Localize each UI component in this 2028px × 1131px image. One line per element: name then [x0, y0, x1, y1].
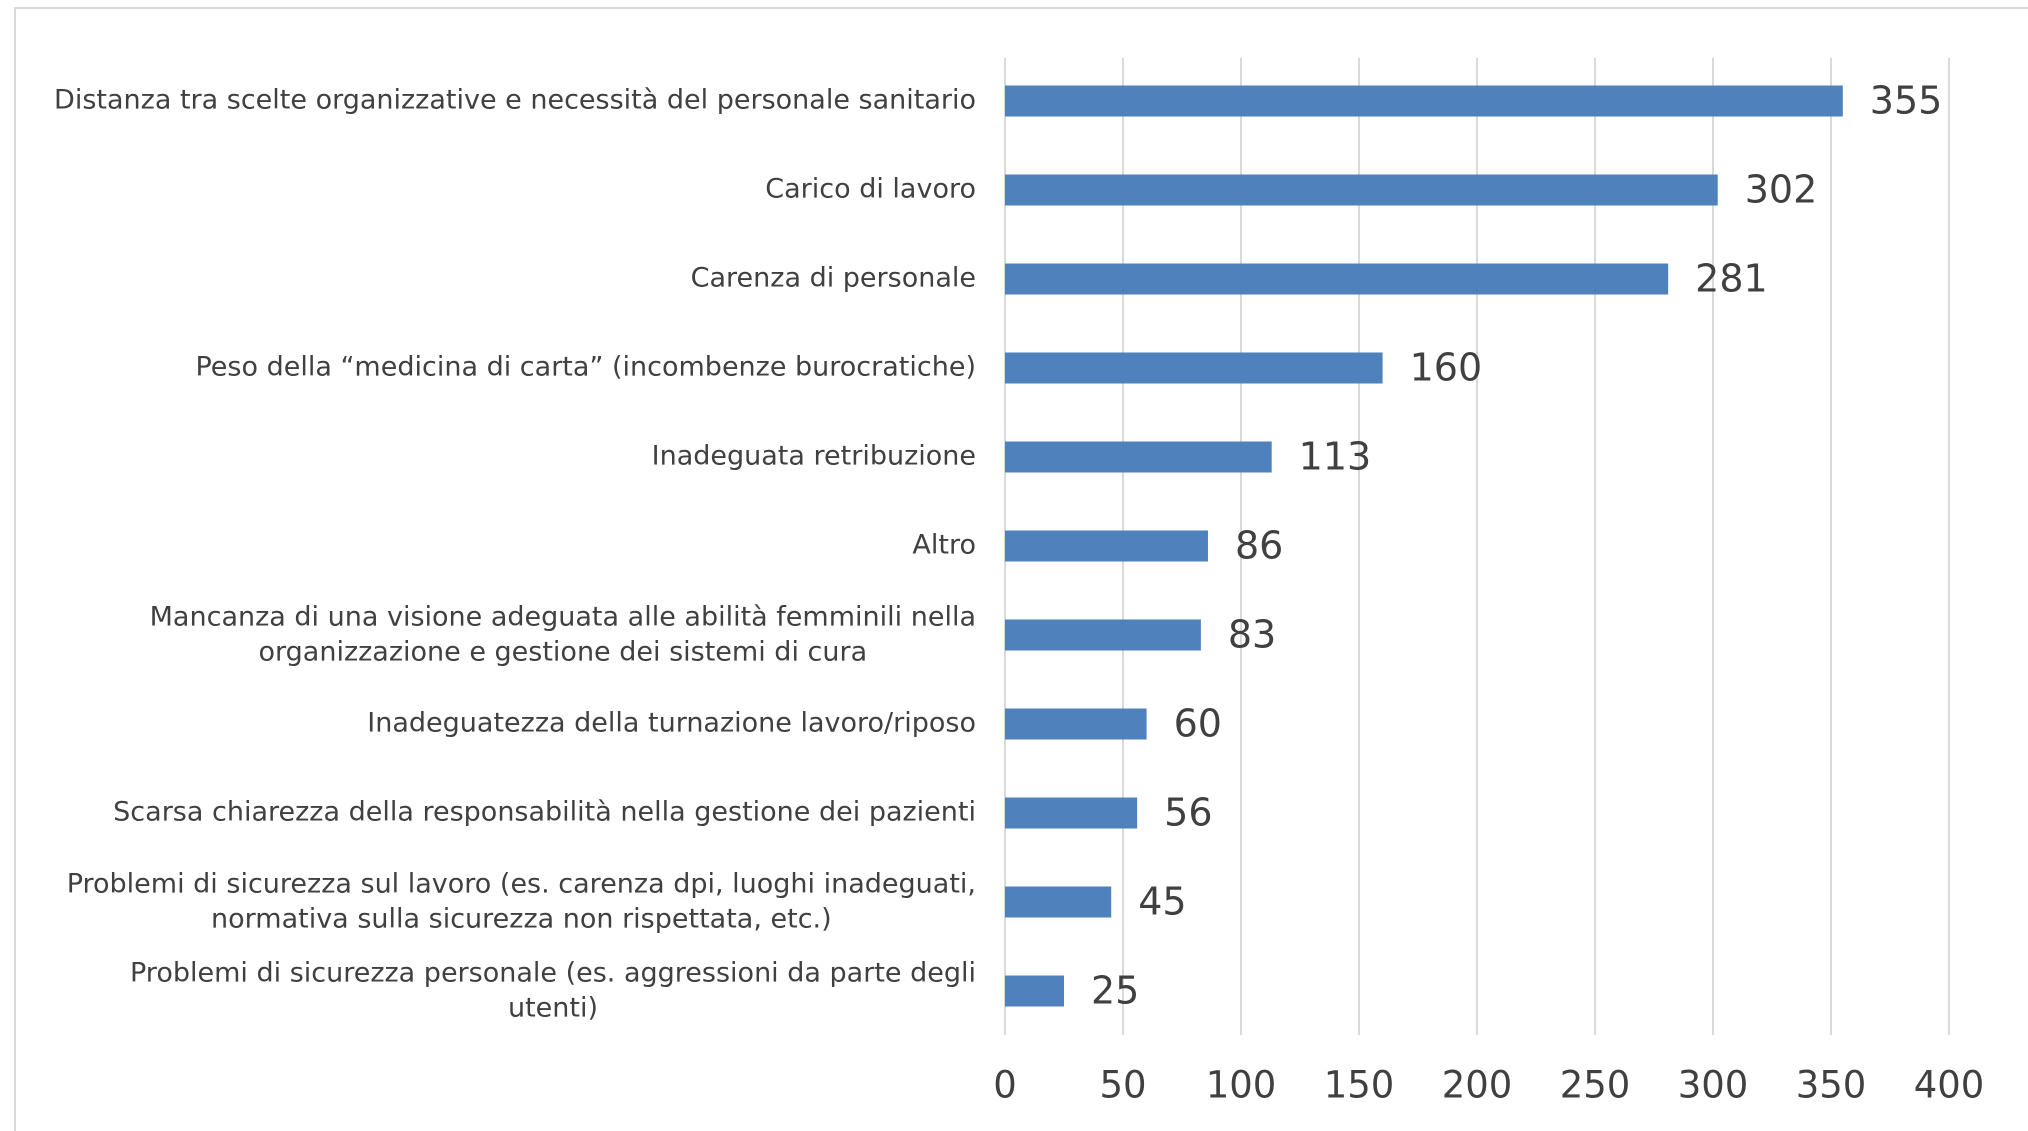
- value-label: 86: [1235, 524, 1283, 568]
- y-tick-label: Carenza di personale: [691, 263, 976, 294]
- y-tick-label: Carico di lavoro: [765, 174, 976, 205]
- x-tick-label: 150: [1324, 1064, 1395, 1107]
- y-tick-label: Problemi di sicurezza personale (es. agg…: [130, 957, 976, 1023]
- y-tick-label: Scarsa chiarezza della responsabilità ne…: [113, 797, 976, 828]
- y-tick-label: Inadeguata retribuzione: [652, 441, 976, 472]
- bar: [1005, 886, 1112, 918]
- y-tick-label: Altro: [912, 530, 976, 561]
- x-tick-label: 200: [1442, 1064, 1513, 1107]
- value-label: 83: [1228, 613, 1276, 657]
- y-tick-label: Inadeguatezza della turnazione lavoro/ri…: [367, 708, 976, 739]
- x-tick-label: 0: [993, 1064, 1017, 1107]
- x-tick-label: 350: [1796, 1064, 1867, 1107]
- x-tick-label: 300: [1678, 1064, 1749, 1107]
- bar: [1005, 708, 1147, 740]
- y-tick-label: Distanza tra scelte organizzative e nece…: [54, 85, 976, 116]
- x-tick-label: 50: [1099, 1064, 1146, 1107]
- bar: [1005, 975, 1064, 1007]
- bar: [1005, 797, 1138, 829]
- bar: [1005, 530, 1208, 562]
- value-label: 302: [1745, 168, 1818, 212]
- value-label: 25: [1091, 969, 1139, 1013]
- x-tick-label: 100: [1206, 1064, 1277, 1107]
- value-label: 56: [1164, 791, 1212, 835]
- value-label: 281: [1695, 257, 1768, 301]
- bar: [1005, 441, 1272, 473]
- bar: [1005, 352, 1383, 384]
- y-tick-label: Peso della “medicina di carta” (incomben…: [195, 352, 976, 383]
- chart-frame: [14, 7, 2028, 1131]
- bar: [1005, 619, 1201, 651]
- bar: [1005, 263, 1669, 295]
- y-tick-label: Problemi di sicurezza sul lavoro (es. ca…: [67, 868, 976, 934]
- x-tick-label: 250: [1560, 1064, 1631, 1107]
- value-label: 113: [1299, 435, 1372, 479]
- bar: [1005, 174, 1718, 206]
- value-label: 160: [1410, 346, 1483, 390]
- value-label: 45: [1138, 880, 1186, 924]
- x-tick-label: 400: [1914, 1064, 1985, 1107]
- value-label: 60: [1174, 702, 1222, 746]
- bar: [1005, 85, 1843, 117]
- value-label: 355: [1870, 79, 1943, 123]
- y-tick-label: Mancanza di una visione adeguata alle ab…: [150, 601, 976, 667]
